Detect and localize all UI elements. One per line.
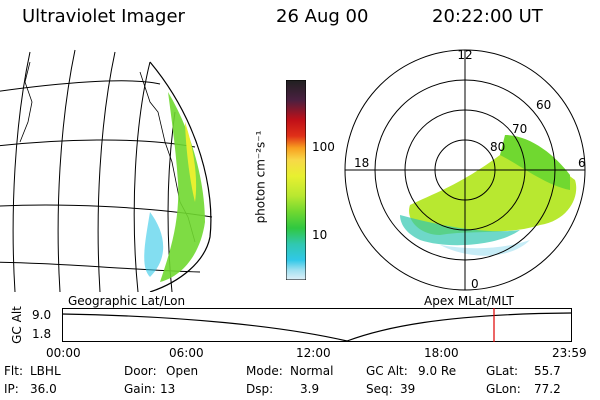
mlt-label-0: 0 bbox=[471, 277, 479, 291]
timeline-x-1200: 12:00 bbox=[296, 346, 331, 360]
status-glat-key: GLat: bbox=[486, 364, 519, 378]
time-label: 20:22:00 UT bbox=[432, 6, 543, 27]
status-mode-value: Normal bbox=[290, 364, 334, 378]
status-gain-key: Gain: bbox=[124, 382, 156, 396]
status-glat-value: 55.7 bbox=[534, 364, 561, 378]
status-gcalt-value: 9.0 Re bbox=[418, 364, 457, 378]
instrument-title: Ultraviolet Imager bbox=[22, 6, 185, 27]
timeline-x-0600: 06:00 bbox=[169, 346, 204, 360]
status-seq-value: 39 bbox=[400, 382, 416, 396]
mlt-label-6: 6 bbox=[578, 156, 586, 170]
status-seq-key: Seq: bbox=[366, 382, 393, 396]
colorbar-gradient bbox=[285, 79, 307, 281]
mlt-label-18: 18 bbox=[354, 156, 369, 170]
timeline-y-label-bottom: 1.8 bbox=[32, 327, 52, 341]
timeline-x-2359: 23:59 bbox=[552, 346, 587, 360]
status-door-key: Door: bbox=[124, 364, 157, 378]
status-glon-value: 77.2 bbox=[534, 382, 561, 396]
aurora-emission-geo bbox=[144, 92, 205, 282]
status-gain-value: 13 bbox=[160, 382, 176, 396]
status-ip-key: IP: bbox=[4, 382, 19, 396]
status-ip-value: 36.0 bbox=[30, 382, 57, 396]
mlat-label-70: 70 bbox=[512, 122, 527, 136]
status-mode-key: Mode: bbox=[246, 364, 283, 378]
status-flt-key: Flt: bbox=[4, 364, 23, 378]
mlat-label-60: 60 bbox=[536, 98, 551, 112]
timeline-x-1800: 18:00 bbox=[424, 346, 459, 360]
colorbar-unit-label: photon cm⁻²s⁻¹ bbox=[253, 130, 268, 224]
status-gcalt-key: GC Alt: bbox=[366, 364, 408, 378]
status-dsp-key: Dsp: bbox=[246, 382, 274, 396]
status-door-value: Open bbox=[166, 364, 199, 378]
aurora-emission-polar bbox=[400, 135, 577, 256]
geographic-image bbox=[0, 49, 213, 292]
colorbar-tick-10: 10 bbox=[312, 228, 328, 242]
status-glon-key: GLon: bbox=[486, 382, 521, 396]
right-panel-caption: Apex MLat/MLT bbox=[424, 294, 514, 308]
timeline-y-label-top: 9.0 bbox=[32, 308, 52, 322]
colorbar-tick-100: 100 bbox=[312, 140, 335, 154]
mlt-label-12: 12 bbox=[457, 48, 472, 62]
altitude-timeline bbox=[62, 308, 572, 342]
status-flt-value: LBHL bbox=[30, 364, 61, 378]
polar-plot: 12 18 6 0 60 70 80 bbox=[344, 48, 586, 291]
timeline-axis-label: GC Alt bbox=[9, 306, 24, 344]
timeline-x-0000: 00:00 bbox=[46, 346, 81, 360]
status-dsp-value: 3.9 bbox=[300, 382, 320, 396]
left-panel-caption: Geographic Lat/Lon bbox=[68, 294, 186, 308]
mlat-label-80: 80 bbox=[490, 140, 505, 154]
colorbar bbox=[285, 79, 307, 281]
date-label: 26 Aug 00 bbox=[276, 6, 369, 27]
